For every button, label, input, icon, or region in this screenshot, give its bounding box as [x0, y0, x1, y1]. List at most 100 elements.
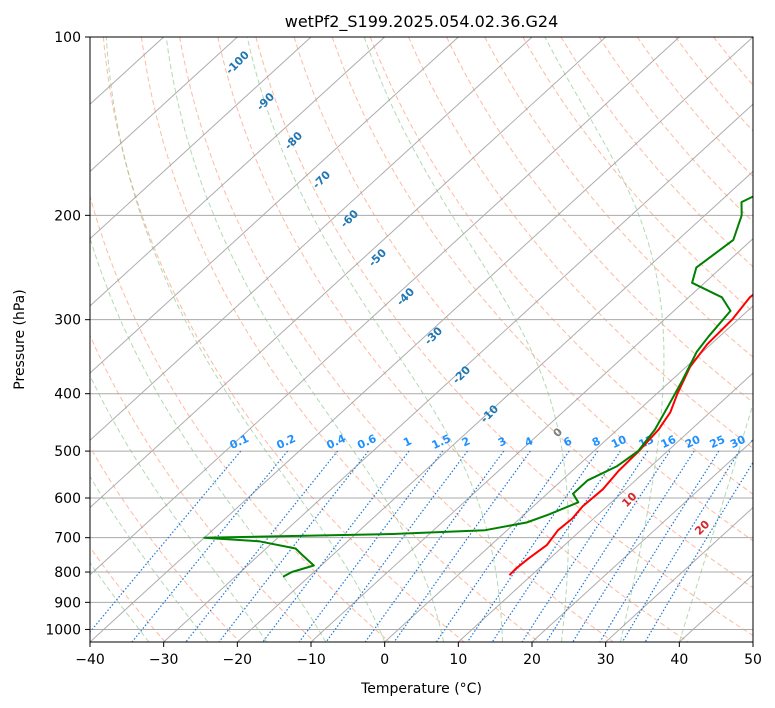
isotherm-line — [90, 37, 238, 173]
mixing-ratio-line — [621, 450, 740, 642]
moist-adiabat — [363, 37, 569, 642]
mixing-ratio-line — [364, 450, 505, 642]
dry-adiabat-label: 30 — [765, 549, 775, 569]
x-tick-label: 50 — [744, 652, 762, 668]
moist-adiabat-label: -40 — [394, 285, 417, 308]
mixing-ratio-label: 0.2 — [275, 432, 298, 452]
moist-adiabat-label: -10 — [478, 402, 501, 425]
isotherm-line — [90, 37, 386, 307]
temperature-profile — [508, 293, 753, 576]
dry-adiabat — [179, 37, 614, 642]
dry-adiabat — [217, 37, 689, 642]
y-tick-label: 900 — [54, 595, 81, 611]
plot-area: 0.1 0.2 0.4 0.6 1 1.5 2 3 4 6 8 10 13 16 20 25 30 36-100-… — [90, 37, 775, 642]
moist-adiabat-label: -50 — [366, 246, 389, 269]
axis-ticks: −40 −30 −20 −10 0 10 20 30 40 50 100 200 300 400 500 6 0… — [45, 30, 762, 668]
isotherm-line — [531, 439, 753, 642]
chart-title: wetPf2_S199.2025.054.02.36.G24 — [285, 12, 559, 32]
y-tick-label: 800 — [54, 565, 81, 581]
moist-adiabat — [90, 475, 209, 642]
mixing-ratio-line — [599, 450, 720, 642]
mixing-ratio-label: 0.4 — [325, 432, 348, 452]
moist-adiabat — [246, 37, 503, 642]
mixing-ratio-line — [298, 450, 444, 642]
dry-adiabat — [446, 37, 753, 404]
mixing-ratio-label: 30 — [728, 433, 748, 451]
mixing-ratio-line — [262, 450, 410, 642]
moist-adiabat — [165, 37, 445, 642]
y-tick-label: 700 — [54, 531, 81, 547]
x-tick-label: −40 — [75, 652, 105, 668]
dry-adiabat — [522, 37, 753, 313]
moist-adiabat-label: -90 — [254, 90, 277, 113]
dry-adiabat — [90, 194, 390, 642]
mixing-ratio-label: 6 — [561, 434, 574, 449]
dry-adiabat — [90, 334, 316, 642]
moist-adiabat — [105, 37, 386, 642]
x-tick-label: 30 — [597, 652, 615, 668]
x-tick-label: −20 — [223, 652, 253, 668]
isotherm-line — [90, 37, 680, 576]
dry-adiabat — [408, 37, 753, 449]
y-tick-label: 300 — [54, 313, 81, 329]
mixing-ratio-label: 0.1 — [228, 432, 251, 452]
isotherm-line — [605, 506, 753, 642]
dry-adiabat — [713, 37, 753, 86]
isotherm-line — [90, 37, 753, 642]
moist-adiabat — [544, 37, 665, 642]
moist-adiabat-label: -30 — [422, 324, 445, 347]
dry-adiabat — [331, 37, 753, 542]
dry-adiabat — [598, 37, 753, 223]
isotherm-line — [310, 237, 753, 642]
mixing-ratio-label: 36 — [749, 433, 769, 451]
plot-frame — [89, 36, 754, 643]
moist-adiabat — [90, 236, 327, 642]
dry-adiabat-label: 20 — [692, 517, 712, 537]
y-tick-label: 100 — [54, 30, 81, 46]
isotherm-line — [384, 305, 753, 642]
moist-adiabat — [90, 374, 268, 642]
isotherm-line — [90, 37, 459, 374]
isotherm-line — [90, 37, 533, 442]
mixing-ratio-line — [491, 450, 621, 642]
mixing-ratio-label: 8 — [590, 434, 602, 449]
moist-adiabat — [678, 402, 753, 642]
x-tick-label: 20 — [523, 652, 541, 668]
moist-adiabat-label: -100 — [223, 48, 252, 77]
y-tick-label: 200 — [54, 208, 81, 224]
isotherm-line — [236, 170, 753, 642]
dry-adiabat — [255, 37, 753, 637]
x-tick-label: 40 — [670, 652, 688, 668]
mixing-ratio-line — [393, 450, 531, 642]
moist-adiabat-label: -80 — [282, 129, 305, 152]
moist-adiabat-label: -20 — [450, 363, 473, 386]
isotherm-line — [457, 372, 753, 642]
mixing-ratio-line — [325, 450, 468, 642]
mixing-ratio-line — [545, 450, 671, 642]
dry-adiabat — [560, 37, 753, 268]
mixing-ratio-line — [435, 450, 570, 642]
mixing-ratio-label: 10 — [609, 433, 629, 451]
isotherm-line — [752, 641, 753, 642]
mixing-ratio-label: 3 — [496, 434, 508, 449]
x-tick-label: 0 — [380, 652, 389, 668]
mixing-ratio-line — [131, 450, 289, 642]
mixing-ratio-line — [218, 450, 369, 642]
y-tick-label: 400 — [54, 387, 81, 403]
mixing-ratio-label: 2 — [460, 434, 472, 449]
dry-adiabat — [484, 37, 753, 358]
x-axis-label: Temperature (°C) — [360, 681, 482, 697]
y-tick-label: 1000 — [45, 622, 81, 638]
mixing-ratio-label: 16 — [659, 433, 679, 451]
x-tick-label: 10 — [449, 652, 467, 668]
mixing-ratio-label: 25 — [708, 433, 727, 451]
x-tick-label: −30 — [149, 652, 179, 668]
dry-adiabat — [675, 37, 753, 132]
mixing-ratio-line — [90, 450, 242, 633]
y-tick-label: 500 — [54, 444, 81, 460]
isotherm-line — [90, 37, 312, 240]
x-tick-label: −10 — [296, 652, 326, 668]
mixing-ratio-label: 20 — [683, 433, 703, 451]
mixing-ratio-line — [644, 461, 753, 642]
